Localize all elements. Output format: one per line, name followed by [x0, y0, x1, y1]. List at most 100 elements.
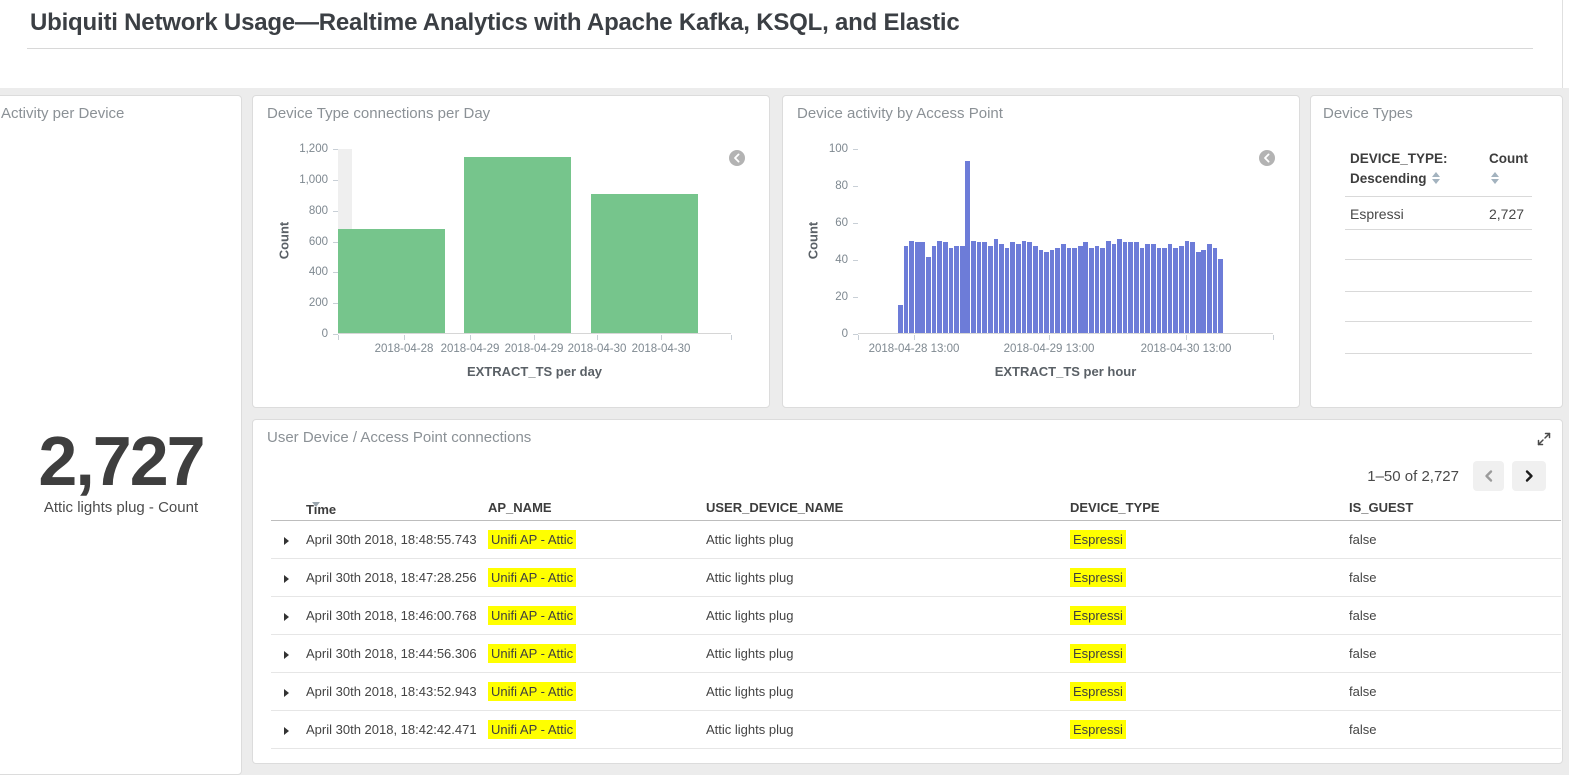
bar[interactable] [1105, 240, 1111, 333]
bar[interactable] [1218, 259, 1224, 333]
cell-ap-name: Unifi AP - Attic [488, 597, 577, 635]
y-tick-label: 20 [835, 291, 848, 303]
chevron-left-circle-icon[interactable] [729, 150, 745, 166]
bar[interactable] [1207, 244, 1212, 333]
bar[interactable] [914, 242, 920, 333]
bar[interactable] [1010, 242, 1016, 333]
bar[interactable] [942, 242, 948, 333]
bar[interactable] [1156, 247, 1162, 333]
metric-label: Attic lights plug - Count [43, 499, 199, 516]
bar[interactable] [1066, 247, 1072, 333]
bar[interactable] [1100, 247, 1105, 333]
bar[interactable] [590, 194, 698, 333]
bar[interactable] [1044, 251, 1049, 333]
column-header-count[interactable]: Count [1489, 149, 1528, 189]
bar[interactable] [1111, 244, 1117, 333]
bar[interactable] [1072, 247, 1077, 333]
bar[interactable] [464, 157, 572, 333]
bar[interactable] [1179, 246, 1184, 333]
bar[interactable] [993, 238, 999, 333]
expand-row-icon[interactable] [284, 635, 289, 673]
bar[interactable] [1139, 247, 1145, 333]
bar[interactable] [1055, 247, 1061, 333]
chevron-left-circle-icon[interactable] [1259, 150, 1275, 166]
bar[interactable] [903, 246, 909, 333]
expand-row-icon[interactable] [284, 597, 289, 635]
bar[interactable] [1038, 249, 1044, 333]
column-header-is-guest[interactable]: IS_GUEST [1349, 500, 1414, 515]
bar[interactable] [1150, 244, 1156, 333]
bar[interactable] [1077, 246, 1083, 333]
bar[interactable] [1004, 247, 1010, 333]
bar[interactable] [338, 228, 445, 333]
bar[interactable] [982, 242, 987, 333]
bar[interactable] [1094, 246, 1100, 333]
bar[interactable] [931, 246, 937, 333]
bar[interactable] [1173, 247, 1179, 333]
next-page-button[interactable] [1512, 461, 1546, 491]
expand-row-icon[interactable] [284, 711, 289, 749]
bar[interactable] [1134, 242, 1139, 333]
bar[interactable] [898, 305, 903, 333]
bar[interactable] [948, 247, 954, 333]
bar[interactable] [909, 240, 914, 333]
bar[interactable] [1162, 247, 1167, 333]
bar[interactable] [1021, 240, 1027, 333]
bar[interactable] [987, 246, 993, 333]
cell-user-device-name: Attic lights plug [706, 684, 794, 699]
previous-page-button[interactable] [1473, 461, 1504, 491]
sort-icon[interactable] [1491, 172, 1499, 184]
bar[interactable] [999, 244, 1004, 333]
bar[interactable] [1122, 242, 1128, 333]
bar[interactable] [976, 242, 982, 333]
expand-row-icon[interactable] [284, 673, 289, 711]
cell-time: April 30th 2018, 18:48:55.743 [306, 532, 477, 547]
column-header-device-type[interactable]: DEVICE_TYPE [1070, 500, 1160, 515]
bar[interactable] [1145, 244, 1150, 333]
column-header-device-type[interactable]: DEVICE_TYPE: Descending [1350, 149, 1448, 189]
bar[interactable] [965, 160, 971, 333]
bar[interactable] [1032, 246, 1038, 333]
bar[interactable] [1060, 244, 1066, 333]
metric-value: 2,727 [38, 422, 205, 500]
x-tick-mark [914, 335, 915, 340]
x-tick-mark [1273, 335, 1274, 340]
bar[interactable] [971, 240, 976, 333]
table-divider [1345, 321, 1532, 322]
bar[interactable] [1190, 242, 1195, 333]
bar[interactable] [1089, 247, 1094, 333]
sort-icon[interactable] [1431, 172, 1440, 184]
bar[interactable] [1184, 240, 1190, 333]
bar[interactable] [937, 240, 943, 333]
bar[interactable] [1201, 249, 1207, 333]
expand-panel-icon[interactable] [1536, 431, 1552, 447]
column-header-user-device-name[interactable]: USER_DEVICE_NAME [706, 500, 844, 515]
cell-user-device-name: Attic lights plug [706, 646, 794, 661]
bar[interactable] [1083, 242, 1089, 333]
y-tick-mark [333, 303, 338, 305]
bar[interactable] [1027, 242, 1032, 333]
bar[interactable] [1128, 242, 1134, 333]
y-tick-mark [333, 149, 338, 150]
expand-row-icon[interactable] [284, 521, 289, 559]
bar[interactable] [1195, 251, 1201, 333]
expand-row-icon[interactable] [284, 559, 289, 597]
bar[interactable] [920, 242, 926, 333]
bar[interactable] [1212, 247, 1218, 333]
bar[interactable] [926, 257, 931, 333]
cell-user-device-name: Attic lights plug [706, 722, 794, 737]
bar[interactable] [1117, 238, 1122, 333]
bar[interactable] [1167, 244, 1173, 333]
x-tick-mark [661, 335, 662, 340]
column-header-ap-name[interactable]: AP_NAME [488, 500, 552, 515]
bar[interactable] [1016, 244, 1021, 333]
bar[interactable] [1049, 249, 1055, 333]
cell-time: April 30th 2018, 18:44:56.306 [306, 646, 477, 661]
table-row: April 30th 2018, 18:42:42.471 Unifi AP -… [271, 711, 1561, 749]
y-tick-mark [333, 334, 338, 335]
panel-title: Device activity by Access Point [797, 105, 1003, 122]
bar[interactable] [954, 246, 959, 333]
y-tick-mark [853, 297, 858, 298]
bar[interactable] [959, 246, 965, 333]
table-divider [1345, 259, 1532, 260]
